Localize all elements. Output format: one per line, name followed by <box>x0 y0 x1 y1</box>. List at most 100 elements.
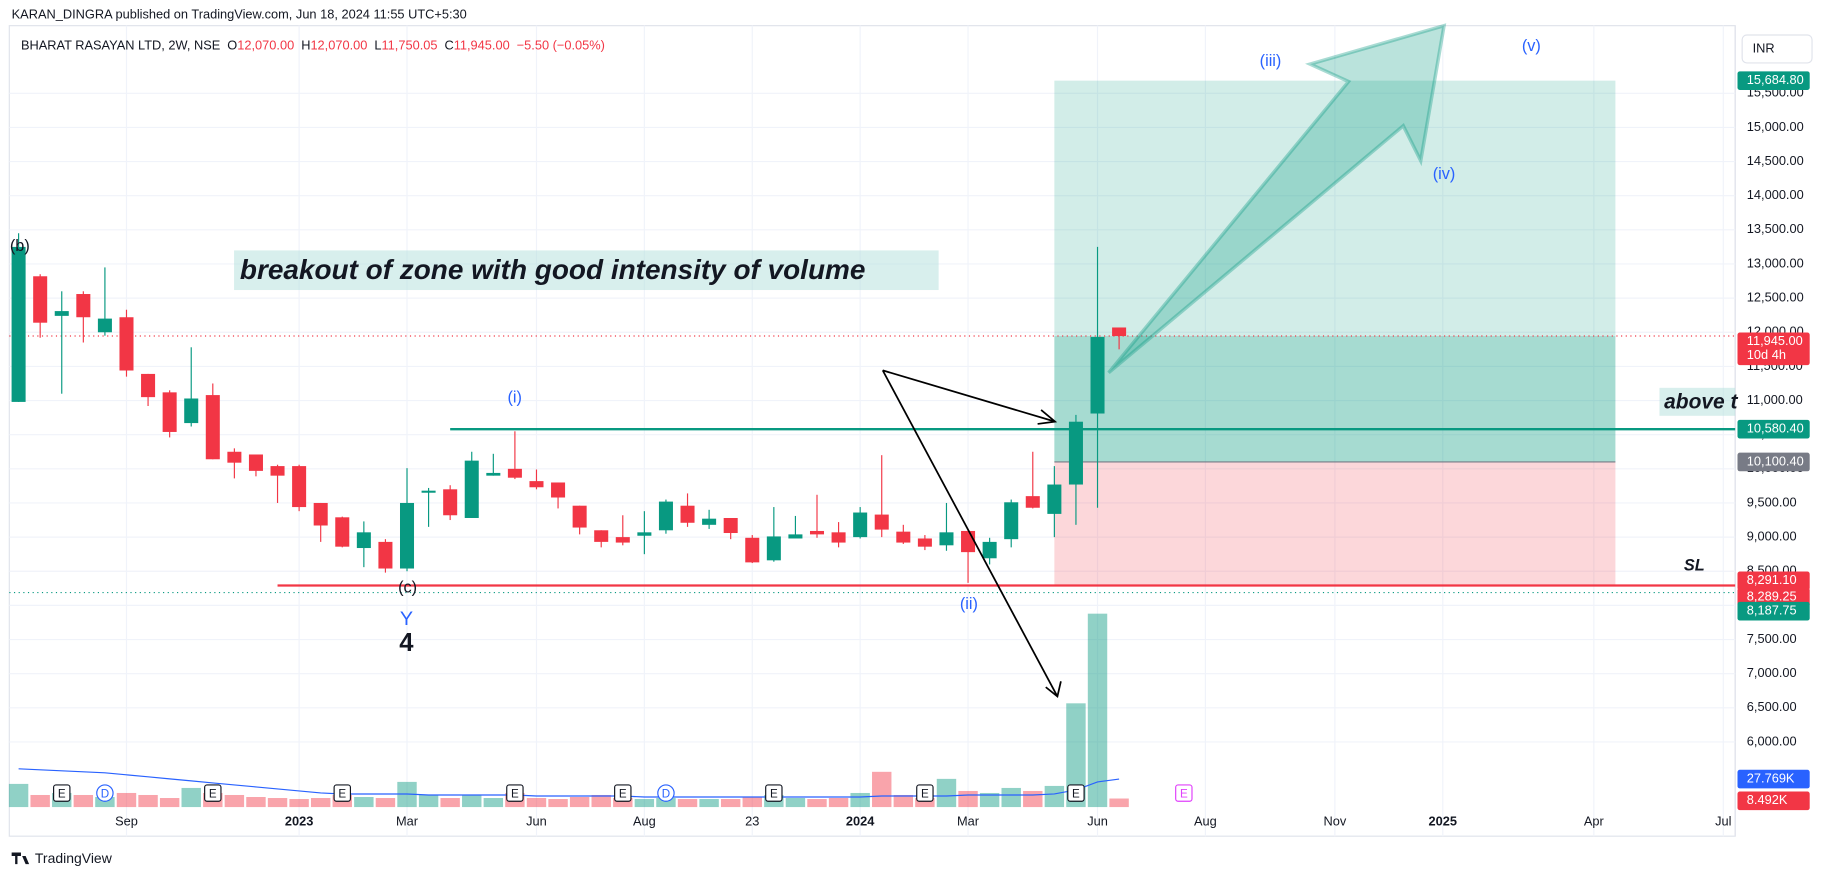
candle-body <box>227 451 242 463</box>
candle-body <box>896 531 911 543</box>
legend-change: −5.50 (−0.05%) <box>517 38 605 53</box>
brand: TradingView <box>35 850 113 866</box>
volume-bar <box>1001 787 1021 808</box>
y-tick-label: 12,500.00 <box>1747 289 1804 304</box>
event-label: E <box>338 787 346 800</box>
candle-body <box>486 472 501 476</box>
annotation-box <box>234 250 939 291</box>
y-tick-label: 7,000.00 <box>1747 665 1797 680</box>
currency[interactable]: INR <box>1753 40 1775 55</box>
x-tick-label: 2023 <box>285 814 313 829</box>
target-zone <box>1054 80 1616 462</box>
candle-body <box>1047 484 1062 514</box>
candle-body <box>551 482 566 498</box>
price-tag-label: 8,289.25 <box>1747 589 1797 604</box>
x-tick-label: Jun <box>1087 814 1108 829</box>
volume-bar <box>354 797 374 808</box>
volume-bar <box>1044 785 1065 808</box>
price-tag <box>1737 452 1810 472</box>
arrow-line <box>881 369 1059 697</box>
price-tag-label: 15,684.80 <box>1747 72 1804 87</box>
candle-body <box>399 502 415 569</box>
event-icon <box>96 784 114 802</box>
legend-key: L <box>374 38 381 53</box>
candle-body <box>443 489 458 516</box>
candle-body <box>939 532 954 546</box>
volume-bar <box>720 799 741 808</box>
x-tick-label: 2025 <box>1429 814 1457 829</box>
candle-body <box>658 501 673 531</box>
arrow-line <box>882 369 1056 423</box>
candle-body <box>766 536 781 561</box>
volume-bar <box>958 790 978 808</box>
event-label: E <box>1072 787 1080 800</box>
candle-body <box>572 505 587 528</box>
x-tick-label: 2024 <box>846 814 875 829</box>
candle-body <box>809 530 825 535</box>
wave-label: 4 <box>399 629 414 657</box>
y-tick-label: 9,000.00 <box>1747 528 1797 543</box>
wave-label: (v) <box>1522 37 1541 55</box>
price-tag <box>1737 601 1810 621</box>
x-tick-label: Aug <box>633 814 656 829</box>
candle-body <box>982 541 997 559</box>
candle-body <box>680 505 695 523</box>
candle-body <box>162 392 177 432</box>
event-icon <box>916 784 934 802</box>
candle-body <box>464 460 479 518</box>
candle-body <box>119 317 134 371</box>
volume-bar <box>116 792 137 808</box>
candle-body <box>788 534 803 539</box>
candle-body <box>421 490 436 493</box>
wave-label: (c) <box>398 578 417 596</box>
candle-body <box>853 512 868 538</box>
x-tick-label: Jul <box>1715 814 1731 829</box>
volume-bar <box>310 798 331 808</box>
wave-label: (i) <box>507 389 521 407</box>
arrow-head <box>1037 409 1058 425</box>
price-tag <box>1737 71 1810 90</box>
price-tag-label: 8,187.75 <box>1747 603 1797 618</box>
volume-bar <box>785 798 806 808</box>
volume-bar <box>1087 613 1108 808</box>
legend-key: H <box>301 38 310 53</box>
legend-value: 12,070.00 <box>310 38 367 53</box>
published: KARAN_DINGRA published on TradingView.co… <box>12 7 467 22</box>
x-tick-label: Nov <box>1324 814 1347 829</box>
candle-body <box>529 481 544 488</box>
volume-bar <box>613 798 633 808</box>
price-tag <box>1737 769 1810 789</box>
annotation: above t <box>1664 391 1738 414</box>
wave-label: (iii) <box>1260 52 1282 70</box>
volume-bar <box>30 794 50 808</box>
legend-value: 11,945.00 <box>454 38 510 53</box>
event-icon <box>765 784 783 802</box>
candle-body <box>1112 327 1127 337</box>
volume-bar <box>8 783 29 808</box>
volume-bar <box>915 798 935 808</box>
candle-body <box>205 395 220 460</box>
y-tick-label: 11,000.00 <box>1747 392 1803 407</box>
currency-button[interactable] <box>1741 34 1813 64</box>
candle-body <box>637 532 652 536</box>
volume-bar <box>462 794 482 808</box>
volume-bar <box>73 794 94 808</box>
candle-body <box>1068 421 1083 485</box>
event-label: E <box>619 787 627 800</box>
price-tag-label: 8,291.10 <box>1747 572 1797 587</box>
event-icon <box>506 784 524 802</box>
x-tick-label: Mar <box>396 814 419 829</box>
candle-body <box>917 538 932 547</box>
volume-bar <box>850 792 870 808</box>
event-label: D <box>101 787 109 800</box>
candle-body <box>97 318 112 333</box>
legend-value: 11,750.05 <box>382 38 438 53</box>
volume-bar <box>807 799 827 808</box>
symbol: BHARAT RASAYAN LTD, 2W, NSE <box>21 38 220 53</box>
price-tag-label: 8.492K <box>1747 792 1788 807</box>
candle-body <box>594 530 609 542</box>
volume-bar <box>677 799 698 808</box>
y-tick-label: 6,000.00 <box>1747 733 1797 748</box>
price-tag <box>1737 419 1810 439</box>
y-tick-label: 14,000.00 <box>1747 187 1804 202</box>
